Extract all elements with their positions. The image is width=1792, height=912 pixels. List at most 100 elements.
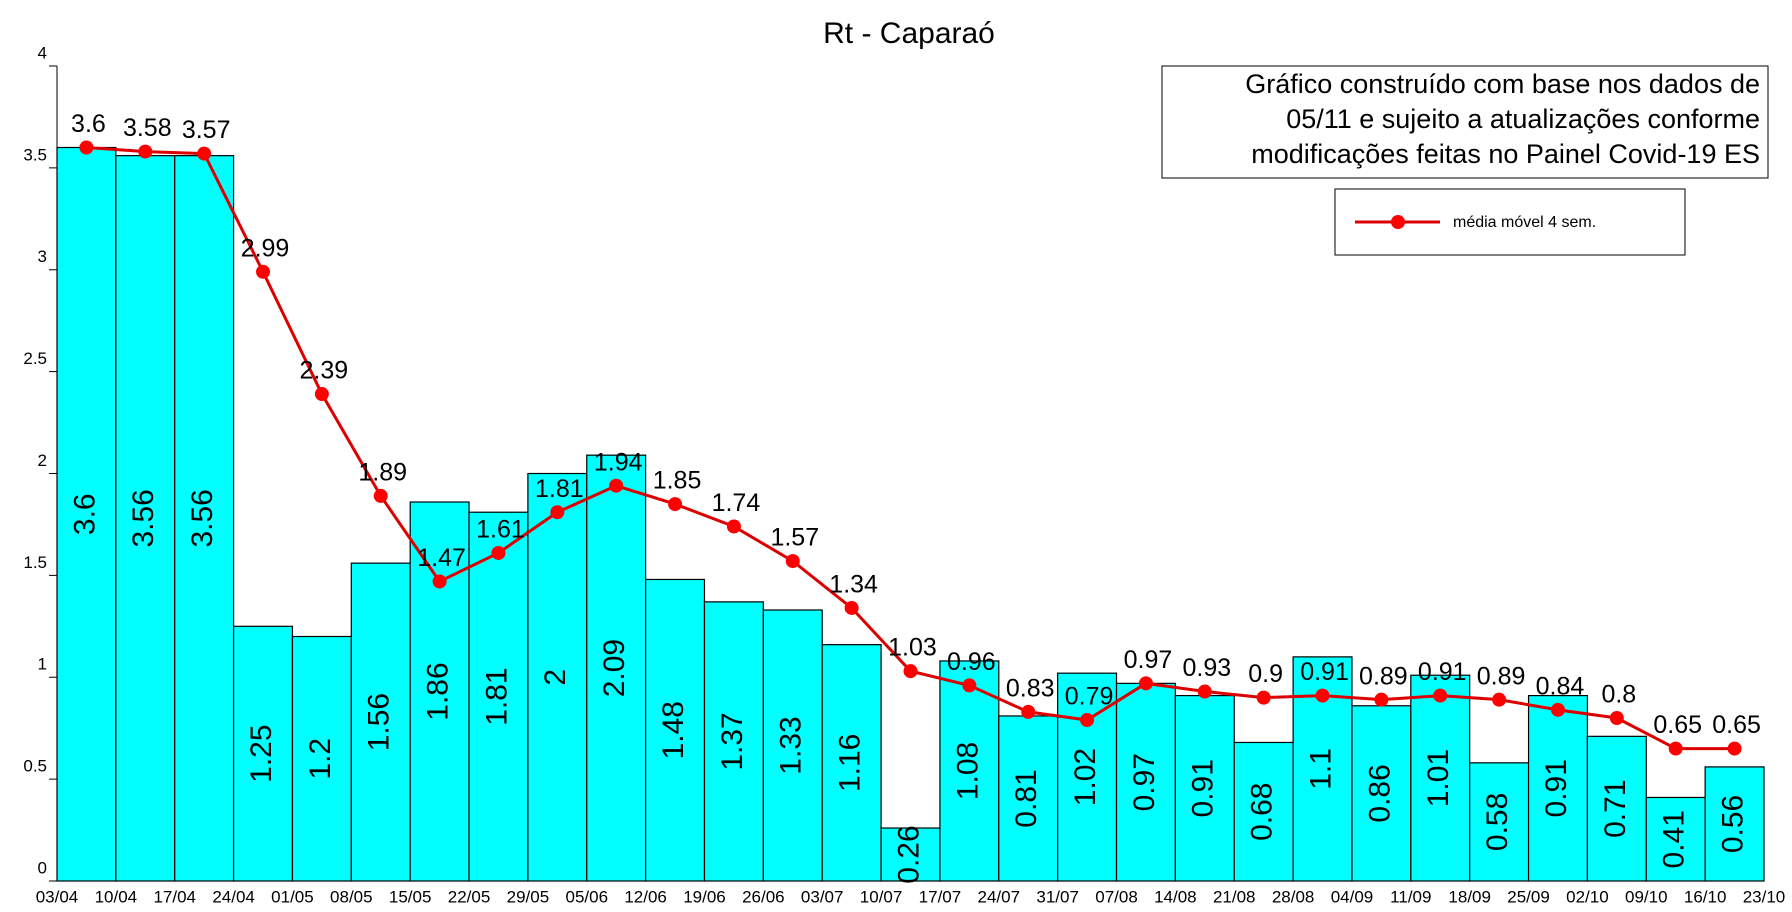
marker bbox=[432, 574, 447, 589]
legend-marker bbox=[1391, 215, 1405, 229]
point-label: 0.93 bbox=[1182, 654, 1231, 682]
point-label: 0.96 bbox=[947, 648, 996, 676]
bar-label: 1.56 bbox=[363, 693, 396, 751]
point-label: 1.74 bbox=[712, 489, 761, 517]
point-label: 0.65 bbox=[1653, 711, 1702, 739]
bar bbox=[115, 155, 176, 882]
x-tick-label: 16/10 bbox=[1684, 887, 1727, 906]
y-tick-label: 3.5 bbox=[23, 145, 47, 164]
marker bbox=[1315, 688, 1330, 703]
x-tick-label: 03/07 bbox=[801, 887, 844, 906]
legend-label: média móvel 4 sem. bbox=[1453, 214, 1596, 231]
bar-label: 1.37 bbox=[716, 712, 749, 770]
marker bbox=[1550, 702, 1565, 717]
point-label: 0.89 bbox=[1359, 662, 1408, 690]
point-label: 1.81 bbox=[535, 475, 584, 503]
point-label: 1.47 bbox=[417, 544, 466, 572]
bar bbox=[409, 501, 470, 882]
x-tick-label: 23/10 bbox=[1743, 887, 1786, 906]
x-tick-label: 09/10 bbox=[1625, 887, 1668, 906]
marker bbox=[138, 144, 153, 159]
point-label: 0.8 bbox=[1601, 681, 1636, 709]
x-tick-label: 04/09 bbox=[1331, 887, 1374, 906]
point-label: 1.34 bbox=[829, 571, 878, 599]
point-label: 0.89 bbox=[1477, 662, 1526, 690]
bar bbox=[821, 644, 882, 882]
bar-label: 0.56 bbox=[1716, 795, 1749, 853]
bar-label: 1.02 bbox=[1069, 748, 1102, 806]
bar bbox=[586, 454, 647, 882]
point-label: 1.89 bbox=[358, 459, 407, 487]
marker bbox=[903, 664, 918, 679]
point-label: 0.91 bbox=[1418, 658, 1467, 686]
y-tick-label: 3 bbox=[38, 247, 47, 266]
x-tick-label: 10/04 bbox=[95, 887, 138, 906]
point-label: 1.85 bbox=[653, 467, 702, 495]
point-label: 1.03 bbox=[888, 634, 937, 662]
x-tick-label: 17/07 bbox=[919, 887, 962, 906]
point-label: 0.9 bbox=[1248, 660, 1283, 688]
x-tick-label: 29/05 bbox=[507, 887, 550, 906]
bar-label: 0.71 bbox=[1599, 779, 1632, 837]
bar-label: 1.86 bbox=[422, 662, 455, 720]
bar-label: 3.6 bbox=[68, 493, 101, 535]
bar bbox=[468, 511, 529, 882]
y-tick-label: 1.5 bbox=[23, 553, 47, 572]
point-label: 1.94 bbox=[594, 448, 643, 476]
bar-label: 0.91 bbox=[1540, 759, 1573, 817]
bar bbox=[1645, 796, 1706, 882]
bar-label: 1.81 bbox=[480, 667, 513, 725]
x-tick-label: 02/10 bbox=[1566, 887, 1609, 906]
marker bbox=[1492, 692, 1507, 707]
point-label: 0.84 bbox=[1536, 672, 1585, 700]
bar bbox=[1469, 762, 1530, 882]
point-label: 0.83 bbox=[1006, 674, 1055, 702]
bar-label: 1.25 bbox=[245, 724, 278, 782]
marker bbox=[609, 478, 624, 493]
bar bbox=[174, 155, 235, 882]
marker bbox=[726, 519, 741, 534]
x-tick-label: 25/09 bbox=[1507, 887, 1550, 906]
point-label: 1.61 bbox=[476, 516, 525, 544]
x-tick-label: 08/05 bbox=[330, 887, 373, 906]
x-tick-label: 31/07 bbox=[1036, 887, 1079, 906]
point-label: 2.39 bbox=[300, 357, 349, 385]
x-tick-label: 26/06 bbox=[742, 887, 785, 906]
bar-label: 3.56 bbox=[186, 489, 219, 547]
note-text: modificações feitas no Painel Covid-19 E… bbox=[1251, 139, 1760, 169]
bar bbox=[939, 660, 1000, 882]
x-tick-label: 21/08 bbox=[1213, 887, 1256, 906]
x-tick-label: 24/04 bbox=[212, 887, 255, 906]
point-label: 0.65 bbox=[1712, 711, 1761, 739]
bar-label: 1.1 bbox=[1304, 748, 1337, 790]
x-tick-label: 12/06 bbox=[624, 887, 667, 906]
bar-label: 1.08 bbox=[951, 742, 984, 800]
note-text: 05/11 e sujeito a atualizações conforme bbox=[1286, 104, 1760, 134]
bar-label: 0.86 bbox=[1363, 764, 1396, 822]
y-tick-label: 2 bbox=[38, 451, 47, 470]
x-tick-label: 11/09 bbox=[1390, 887, 1431, 906]
marker bbox=[314, 387, 329, 402]
bar-label: 0.58 bbox=[1481, 793, 1514, 851]
bar-label: 2.09 bbox=[598, 639, 631, 697]
marker bbox=[1197, 684, 1212, 699]
bar bbox=[232, 625, 294, 882]
marker bbox=[1374, 692, 1389, 707]
bar-label: 0.81 bbox=[1010, 769, 1043, 827]
bar-label: 1.33 bbox=[775, 716, 808, 774]
marker bbox=[668, 497, 683, 512]
x-tick-label: 10/07 bbox=[860, 887, 903, 906]
point-label: 0.79 bbox=[1065, 683, 1114, 711]
marker bbox=[844, 600, 859, 615]
bar-label: 0.41 bbox=[1658, 810, 1691, 868]
bar bbox=[527, 472, 588, 882]
point-label: 0.97 bbox=[1124, 646, 1173, 674]
marker bbox=[1256, 690, 1271, 705]
x-tick-label: 17/04 bbox=[153, 887, 196, 906]
marker bbox=[962, 678, 977, 693]
point-label: 3.57 bbox=[182, 116, 231, 144]
bar-label: 2 bbox=[539, 669, 572, 686]
x-tick-label: 03/04 bbox=[36, 887, 79, 906]
x-tick-label: 15/05 bbox=[389, 887, 432, 906]
